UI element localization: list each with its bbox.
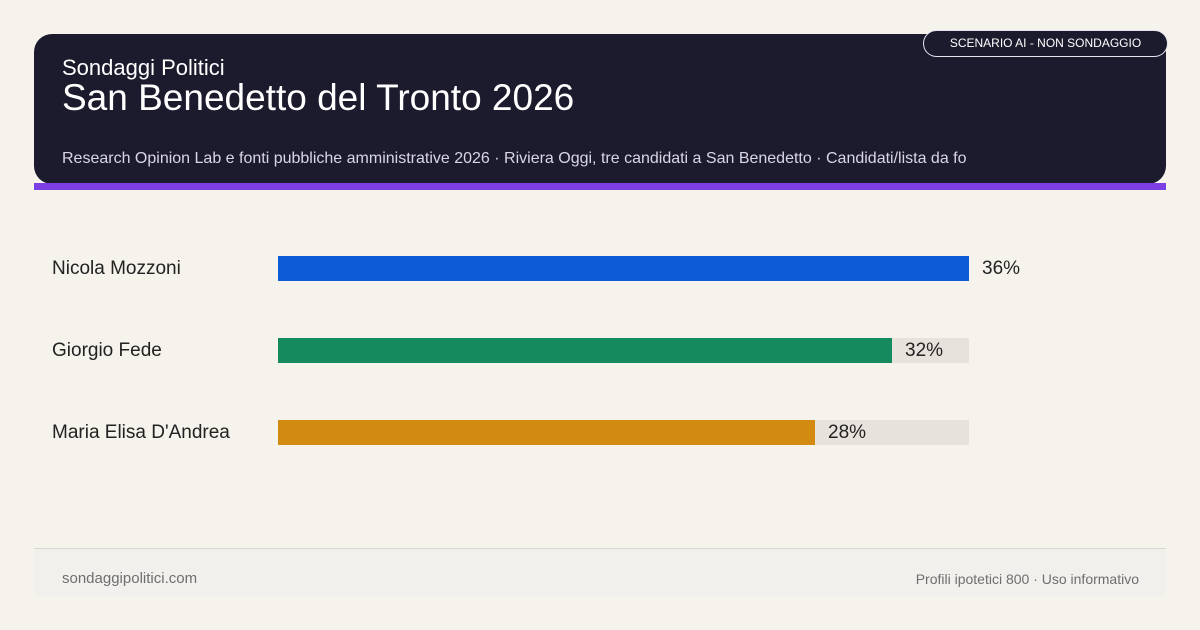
- bar-category-label: Giorgio Fede: [52, 340, 162, 361]
- bar-mark: [278, 338, 892, 363]
- header-accent-bar: [34, 183, 1166, 190]
- footer-note: Profili ipotetici 800 · Uso informativo: [915, 571, 1139, 587]
- bar-value-label: 32%: [905, 340, 944, 361]
- bar-row: Giorgio Fede 32%: [0, 338, 1200, 363]
- bar-row: Maria Elisa D'Andrea 28%: [0, 420, 1200, 445]
- brand-name: Sondaggi Politici: [62, 55, 225, 80]
- sources-line: Research Opinion Lab e fonti pubbliche a…: [62, 150, 967, 167]
- page-title: San Benedetto del Tronto 2026: [62, 77, 575, 118]
- header-panel: [34, 34, 1166, 184]
- footer-site-link[interactable]: sondaggipolitici.com: [62, 570, 198, 587]
- bar-mark: [278, 256, 969, 281]
- footer: [34, 549, 1166, 596]
- bar-category-label: Nicola Mozzoni: [52, 258, 181, 279]
- bar-value-label: 36%: [982, 258, 1021, 279]
- footer-divider: [34, 548, 1166, 549]
- bar-mark: [278, 420, 815, 445]
- bar-value-label: 28%: [828, 422, 867, 443]
- scenario-badge: SCENARIO AI - NON SONDAGGIO: [923, 30, 1168, 57]
- bar-category-label: Maria Elisa D'Andrea: [52, 422, 230, 443]
- bar-row: Nicola Mozzoni 36%: [0, 256, 1200, 281]
